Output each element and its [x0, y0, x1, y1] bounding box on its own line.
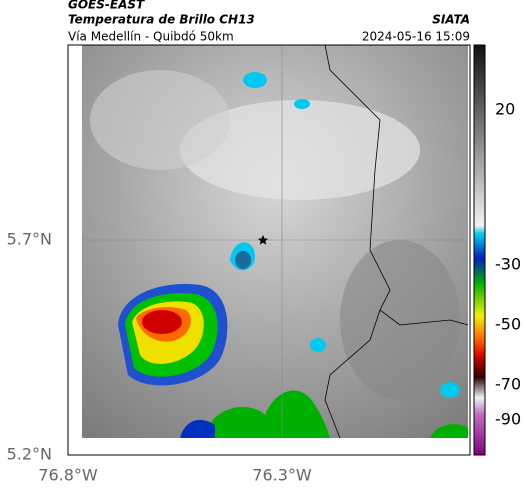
colorbar-tick-label: 20 — [495, 100, 515, 119]
lat-label: 5.2°N — [7, 445, 52, 464]
datetime: 2024-05-16 15:09 — [362, 30, 470, 44]
colorbar-tick-label: -30 — [495, 255, 521, 274]
colorbar-tick-label: -90 — [495, 410, 521, 429]
lat-label: 5.7°N — [7, 230, 52, 249]
colorbar-tick-label: -50 — [495, 315, 521, 334]
lon-label: 76.8°W — [38, 466, 98, 485]
lon-label: 76.3°W — [252, 466, 312, 485]
route: Vía Medellín - Quibdó 50km — [68, 30, 234, 44]
map-frame — [67, 44, 471, 456]
subtitle: Temperatura de Brillo CH13 — [68, 13, 255, 27]
colorbar-tick-label: -70 — [495, 375, 521, 394]
source: SIATA — [432, 13, 470, 27]
satellite-image — [82, 44, 469, 439]
colorbar — [473, 44, 486, 456]
title: GOES-EAST — [68, 0, 145, 12]
